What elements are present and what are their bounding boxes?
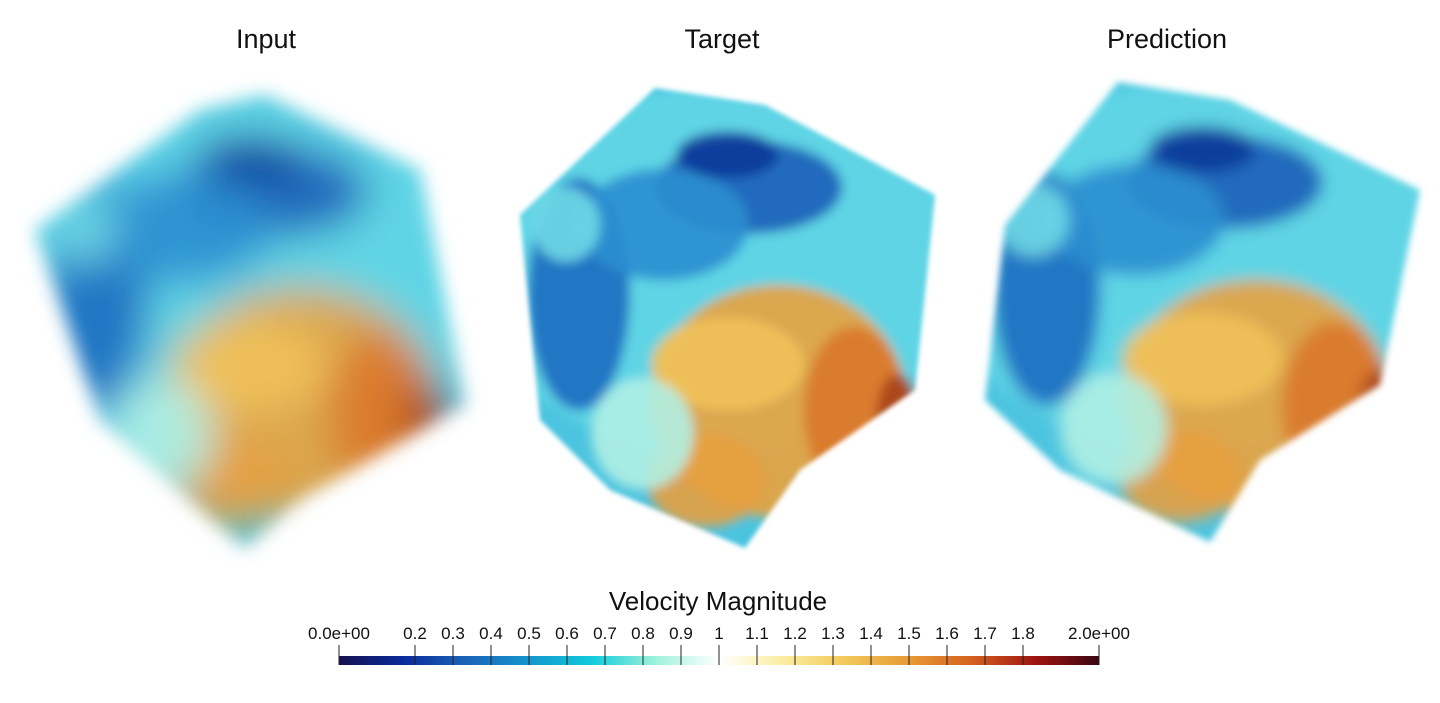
colorbar-tick-label: 0.5 xyxy=(517,624,541,643)
volume-render-input xyxy=(35,95,465,548)
colorbar-tick-label: 1.5 xyxy=(897,624,921,643)
colorbar-tick-label: 1.6 xyxy=(935,624,959,643)
colorbar-title: Velocity Magnitude xyxy=(608,586,828,616)
colorbar-tick-label: 1.3 xyxy=(821,624,845,643)
colorbar-tick-label: 0.3 xyxy=(441,624,465,643)
colorbar-tick-label: 0.4 xyxy=(479,624,503,643)
panel-title-input: Input xyxy=(235,24,297,54)
colorbar-tick-label: 1 xyxy=(714,624,724,643)
colorbar-tick-label: 1.8 xyxy=(1011,624,1035,643)
panel-title-prediction: Prediction xyxy=(1106,24,1228,54)
volume-render-target xyxy=(520,88,935,548)
colorbar-tick-label: 1.1 xyxy=(745,624,769,643)
colorbar-tick-label: 1.4 xyxy=(859,624,883,643)
panel-title-target: Target xyxy=(684,24,760,54)
colorbar-tick-label: 0.7 xyxy=(593,624,617,643)
colorbar-tick-label: 0.0e+00 xyxy=(308,624,370,643)
colorbar-tick-label: 0.8 xyxy=(631,624,655,643)
colorbar-tick-label: 0.9 xyxy=(669,624,693,643)
colorbar-tick-label: 0.2 xyxy=(403,624,427,643)
volume-render-prediction xyxy=(985,82,1420,542)
volume-renders xyxy=(35,82,1420,548)
colorbar-tick-label: 0.6 xyxy=(555,624,579,643)
colorbar-tick-label: 1.7 xyxy=(973,624,997,643)
colorbar xyxy=(338,645,1100,665)
colorbar-tick-label: 2.0e+00 xyxy=(1068,624,1130,643)
colorbar-tick-label: 1.2 xyxy=(783,624,807,643)
